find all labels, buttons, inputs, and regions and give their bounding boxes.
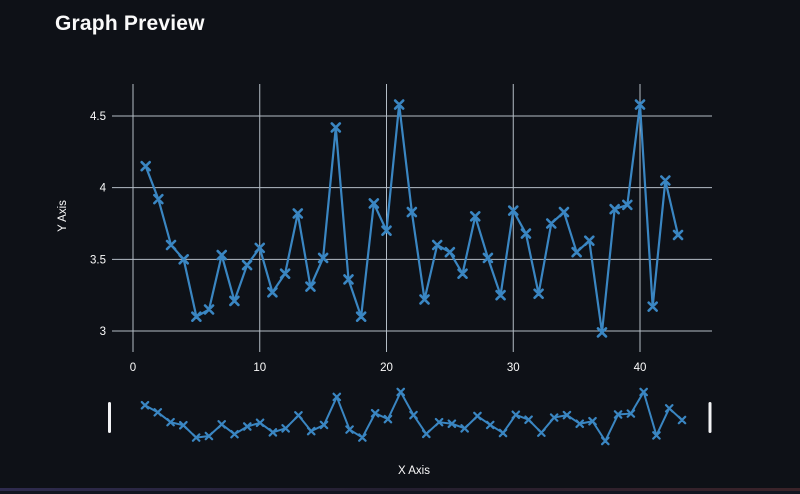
- bottom-accent-bar: [0, 488, 800, 491]
- main-series-line: [144, 103, 680, 334]
- bottom-edge-strip: [0, 491, 800, 494]
- x-tick-label: 30: [507, 362, 520, 374]
- navigator-series-markers: [140, 387, 687, 446]
- y-axis-label: Y Axis: [57, 200, 69, 232]
- x-tick-label: 20: [380, 362, 393, 374]
- y-tick-label: 4.5: [90, 111, 106, 123]
- y-tick-label: 4: [100, 183, 107, 195]
- page-title: Graph Preview: [55, 12, 205, 35]
- y-tick-label: 3: [100, 326, 106, 338]
- x-tick-label: 10: [253, 362, 266, 374]
- x-tick-label: 40: [634, 362, 647, 374]
- main-series-markers: [140, 99, 684, 338]
- x-tick-label: 0: [130, 362, 136, 374]
- x-axis-label: X Axis: [398, 465, 430, 477]
- navigator-right-handle[interactable]: [708, 402, 712, 433]
- navigator-left-handle[interactable]: [108, 402, 111, 433]
- y-tick-label: 3.5: [90, 254, 106, 266]
